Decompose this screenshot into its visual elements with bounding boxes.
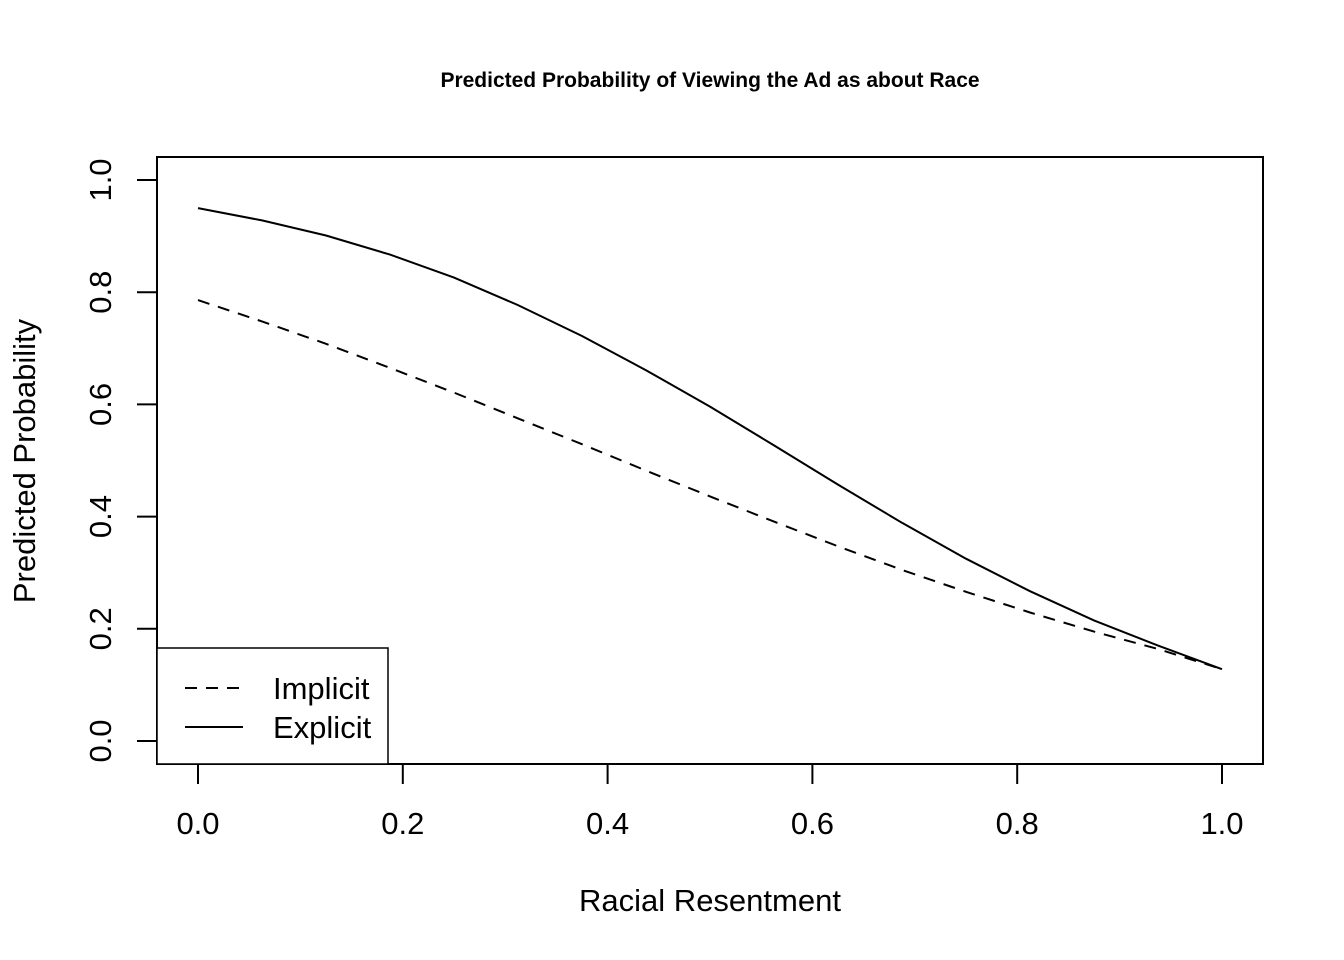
y-tick-label: 0.6 — [83, 383, 118, 426]
x-tick-label: 0.2 — [381, 806, 424, 841]
legend: Implicit Explicit — [156, 647, 389, 765]
x-tick-label: 0.0 — [176, 806, 219, 841]
y-tick-label: 0.0 — [83, 719, 118, 762]
x-tick-label: 1.0 — [1200, 806, 1243, 841]
y-tick-label: 0.8 — [83, 271, 118, 314]
y-tick-label: 0.4 — [83, 495, 118, 538]
series-layer — [197, 207, 1223, 671]
x-tick-label: 0.6 — [791, 806, 834, 841]
x-tick-label: 0.8 — [996, 806, 1039, 841]
series-line-explicit — [197, 207, 1223, 671]
y-tick-label: 1.0 — [83, 158, 118, 201]
x-tick-label: 0.4 — [586, 806, 629, 841]
legend-label-explicit: Explicit — [273, 710, 372, 745]
x-axis: 0.0 0.2 0.4 0.6 0.8 1.0 — [176, 763, 1244, 841]
y-axis-label: Predicted Probability — [7, 318, 42, 603]
chart-title: Predicted Probability of Viewing the Ad … — [440, 69, 979, 92]
legend-box — [156, 647, 389, 765]
series-line-implicit — [197, 299, 1223, 671]
y-axis: 0.0 0.2 0.4 0.6 0.8 1.0 — [83, 158, 158, 763]
legend-label-implicit: Implicit — [273, 671, 370, 706]
x-axis-label: Racial Resentment — [579, 883, 841, 918]
y-tick-label: 0.2 — [83, 607, 118, 650]
